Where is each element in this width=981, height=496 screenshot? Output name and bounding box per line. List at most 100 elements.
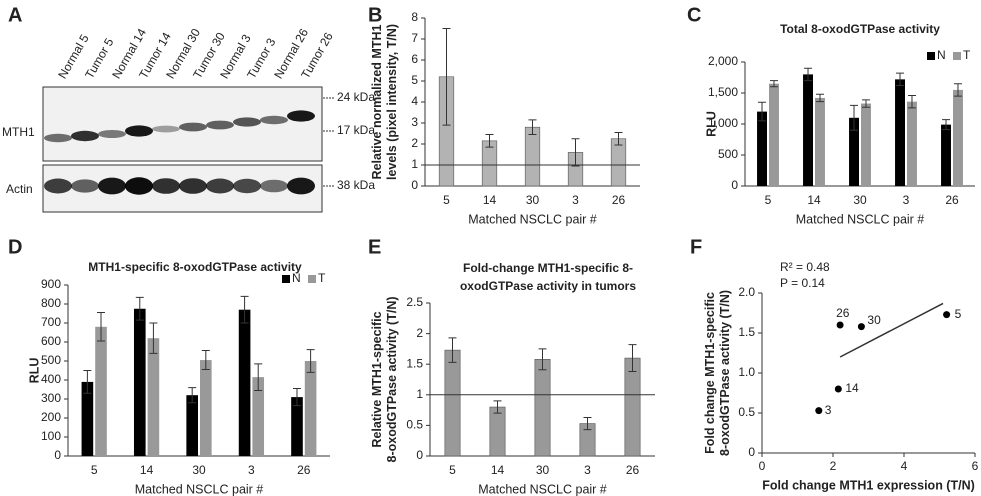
error-bar xyxy=(240,295,249,324)
y-axis-label: Relative normalized MTH1 xyxy=(370,25,384,180)
x-axis-label: Matched NSCLC pair # xyxy=(135,482,264,496)
error-bar xyxy=(628,344,637,373)
x-tick-label: 6 xyxy=(972,459,979,473)
error-bar xyxy=(97,312,106,342)
bar xyxy=(757,111,767,186)
y-tick-label: 3 xyxy=(411,115,418,129)
bar xyxy=(524,126,541,187)
band xyxy=(287,110,315,122)
band xyxy=(125,125,153,137)
y-tick-label: 1.5 xyxy=(406,356,423,370)
error-bar xyxy=(907,94,916,109)
band xyxy=(287,177,315,195)
band xyxy=(44,178,72,194)
error-bar xyxy=(850,104,859,131)
x-tick-label: 3 xyxy=(248,463,255,477)
band xyxy=(71,130,99,142)
error-bar xyxy=(861,99,870,108)
y-tick-label: 0 xyxy=(731,178,738,192)
y-tick-label: 4 xyxy=(411,94,418,108)
bar xyxy=(769,83,779,186)
y-tick-label: 800 xyxy=(41,296,61,310)
x-tick-label: 14 xyxy=(483,193,497,207)
point-label: 14 xyxy=(845,381,859,395)
y-tick-label: 100 xyxy=(41,429,61,443)
legend-swatch xyxy=(953,52,961,60)
point xyxy=(836,321,844,329)
marker: 17 kDa xyxy=(337,123,375,137)
x-tick-label: 26 xyxy=(945,193,959,207)
y-tick-label: 1 xyxy=(411,157,418,171)
error-bar xyxy=(815,93,824,103)
y-tick-label: 2,000 xyxy=(708,54,738,68)
legend-swatch xyxy=(927,52,935,60)
bands xyxy=(44,110,315,195)
x-tick-label: 14 xyxy=(491,463,505,477)
x-tick-label: 14 xyxy=(140,463,154,477)
error-bar xyxy=(896,72,905,87)
bar xyxy=(444,349,461,457)
bar xyxy=(953,89,963,186)
error-bar xyxy=(804,67,813,82)
y-tick-label: 1.5 xyxy=(738,325,755,339)
error-bar xyxy=(188,387,197,404)
x-tick-label: 30 xyxy=(853,193,867,207)
error-bar xyxy=(485,134,494,148)
error-bar xyxy=(292,388,301,407)
bar xyxy=(907,101,917,186)
y-tick-label: 0 xyxy=(54,448,61,462)
error-bar xyxy=(758,101,767,122)
bar xyxy=(81,381,94,456)
band xyxy=(125,177,153,195)
error-bar xyxy=(528,119,537,136)
error-bar xyxy=(538,348,547,371)
bar xyxy=(941,124,951,186)
y-tick-label: 500 xyxy=(718,147,738,161)
point xyxy=(857,323,865,331)
y-tick-label: 0 xyxy=(411,178,418,192)
band xyxy=(260,179,288,193)
error-bar xyxy=(201,350,210,371)
band xyxy=(206,178,234,194)
y-tick-label: 7 xyxy=(411,31,418,45)
band xyxy=(206,120,234,130)
bar xyxy=(200,360,212,456)
band xyxy=(260,115,288,125)
error-bar xyxy=(135,296,144,321)
legend-label: T xyxy=(963,48,971,62)
y-tick-label: 2 xyxy=(411,136,418,150)
marker: 24 kDa xyxy=(337,90,375,104)
x-tick-label: 4 xyxy=(901,459,908,473)
x-tick-label: 3 xyxy=(584,463,591,477)
legend-swatch xyxy=(308,275,316,283)
band xyxy=(152,125,180,133)
bar xyxy=(133,308,146,456)
panel-label: E xyxy=(368,236,381,258)
x-axis-label: Matched NSCLC pair # xyxy=(796,212,925,226)
y-tick-label: 2.5 xyxy=(406,295,423,309)
y-axis-label: Relative MTH1-specific xyxy=(370,311,384,447)
legend-label: N xyxy=(292,271,301,285)
y-tick-label: 1.0 xyxy=(738,365,755,379)
band xyxy=(179,178,207,194)
x-tick-label: 30 xyxy=(526,193,540,207)
bar xyxy=(238,309,251,456)
bar xyxy=(186,395,198,456)
error-bar xyxy=(254,363,263,391)
band xyxy=(179,122,207,132)
error-bar xyxy=(614,131,623,146)
y-tick-label: 0 xyxy=(748,445,755,459)
y-tick-label: 2.0 xyxy=(738,285,755,299)
band xyxy=(233,117,261,127)
chart-title: oxodGTPase activity in tumors xyxy=(460,279,636,293)
error-bar xyxy=(306,349,315,373)
bar xyxy=(895,79,905,186)
error-bar xyxy=(442,28,451,126)
point-label: 5 xyxy=(955,307,962,321)
chart-title: Fold-change MTH1-specific 8- xyxy=(463,261,633,275)
legend-label: T xyxy=(318,271,326,285)
band xyxy=(71,179,99,193)
x-tick-label: 30 xyxy=(192,463,206,477)
y-tick-label: 500 xyxy=(41,353,61,367)
chart-title: MTH1-specific 8-oxodGTPase activity xyxy=(88,260,302,274)
